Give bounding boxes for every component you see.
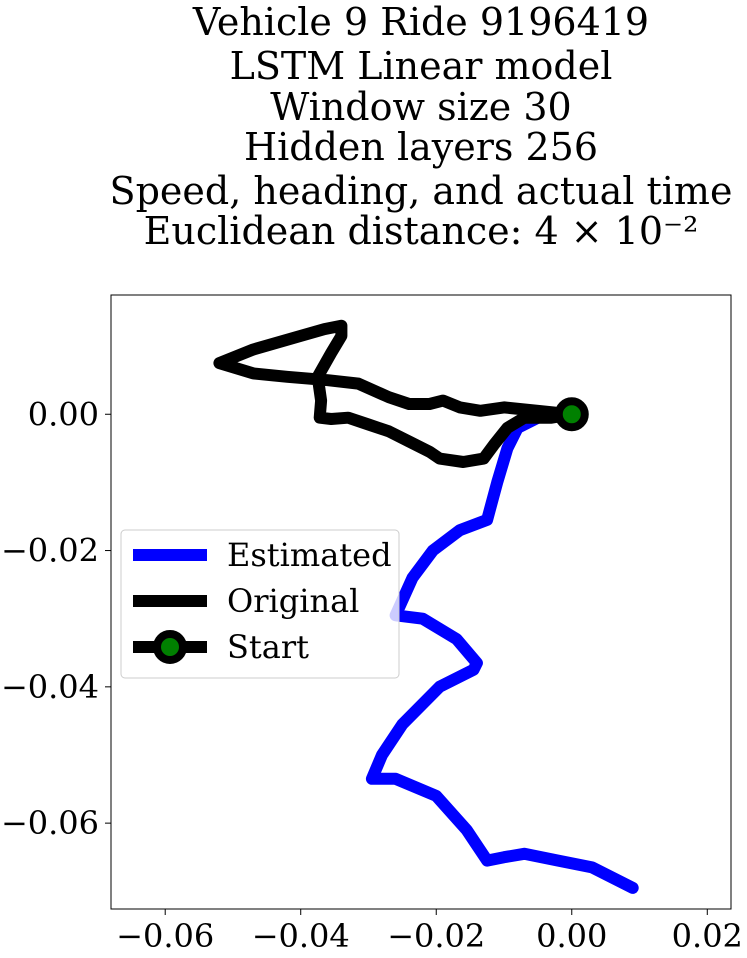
legend-marker-start [153,630,187,664]
x-axis-ticks: −0.06 −0.04 −0.02 0.00 0.02 [116,909,743,955]
x-tick-label: −0.06 [116,917,214,955]
series-line-original [213,319,578,468]
y-tick-label: −0.06 [1,804,99,842]
title-line: Euclidean distance: 4 × 10⁻² [144,209,699,253]
plot-series [213,319,639,894]
start-marker [554,397,589,432]
legend: Estimated Original Start [120,529,400,679]
x-tick-label: −0.02 [387,917,485,955]
y-axis-ticks: 0.00 −0.02 −0.04 −0.06 [1,395,111,842]
x-tick-label: 0.00 [536,917,607,955]
legend-label-start: Start [227,628,309,666]
x-tick-label: −0.04 [252,917,350,955]
legend-label-original: Original [227,582,359,620]
series-line-estimated [365,408,639,894]
y-tick-label: −0.04 [1,668,99,706]
title-line: Hidden layers 256 [244,125,598,169]
legend-label-estimated: Estimated [227,536,392,574]
title-line: LSTM Linear model [230,44,613,88]
title-line: Window size 30 [270,85,571,129]
y-tick-label: −0.02 [1,532,99,570]
x-tick-label: 0.02 [672,917,743,955]
y-tick-label: 0.00 [28,395,99,433]
title-line: Vehicle 9 Ride 9196419 [192,0,649,44]
title-line: Speed, heading, and actual time [110,169,733,213]
plot-frame [110,294,732,910]
